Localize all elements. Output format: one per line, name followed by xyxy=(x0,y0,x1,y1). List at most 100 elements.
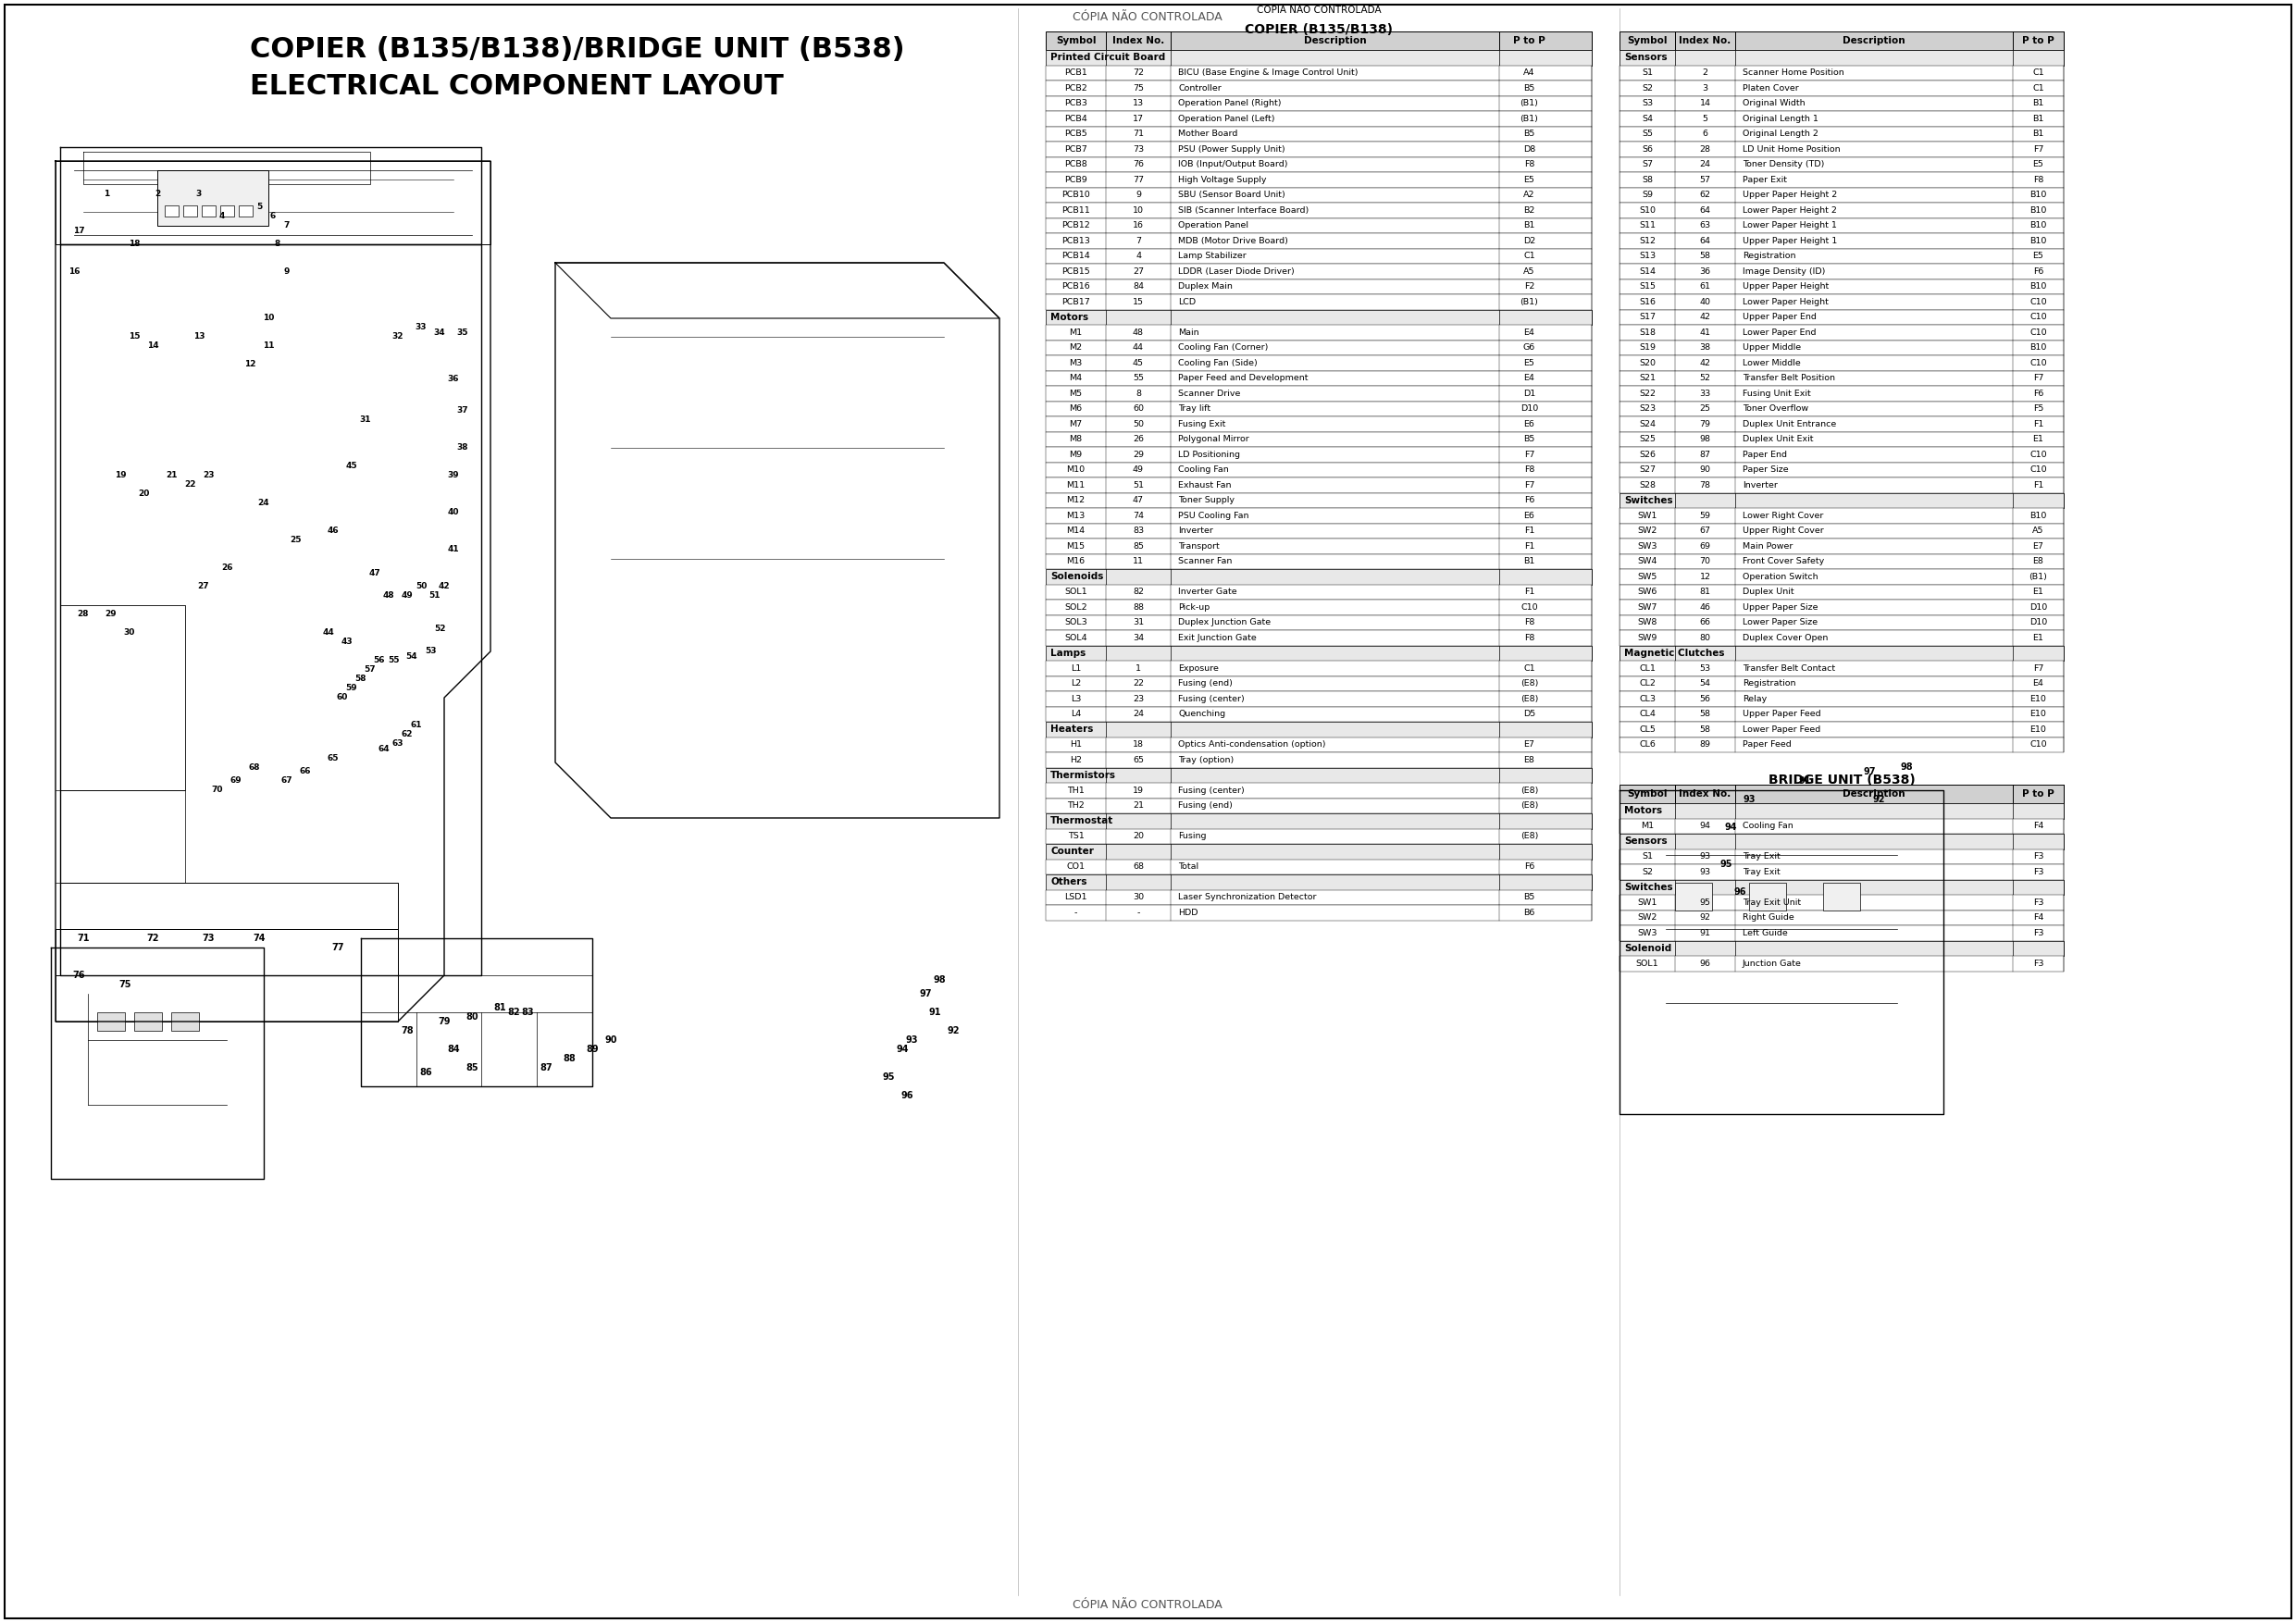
Bar xyxy=(1045,370,1591,386)
Text: 94: 94 xyxy=(1699,821,1711,831)
Text: 82: 82 xyxy=(507,1008,519,1018)
Text: F7: F7 xyxy=(2032,664,2043,672)
Text: 94: 94 xyxy=(1724,823,1736,833)
Bar xyxy=(1619,630,2064,646)
Text: SW4: SW4 xyxy=(1637,557,1658,565)
Text: 44: 44 xyxy=(324,628,335,638)
Text: Symbol: Symbol xyxy=(1056,36,1095,45)
Text: 1: 1 xyxy=(1137,664,1141,672)
Text: 18: 18 xyxy=(1132,740,1143,748)
Bar xyxy=(1045,157,1591,172)
Text: S21: S21 xyxy=(1639,373,1655,383)
Text: B5: B5 xyxy=(1525,435,1536,443)
Text: F6: F6 xyxy=(2032,268,2043,276)
Bar xyxy=(1619,401,2064,417)
Text: B1: B1 xyxy=(1525,557,1536,565)
Text: F5: F5 xyxy=(2032,404,2043,412)
Bar xyxy=(1619,279,2064,294)
Text: F6: F6 xyxy=(2032,390,2043,398)
Bar xyxy=(1045,65,1591,81)
Text: S5: S5 xyxy=(1642,130,1653,138)
Text: 5: 5 xyxy=(1701,115,1708,123)
Text: Motors: Motors xyxy=(1049,313,1088,321)
Text: Index No.: Index No. xyxy=(1678,36,1731,45)
Text: F7: F7 xyxy=(2032,373,2043,383)
Text: Fusing (center): Fusing (center) xyxy=(1178,786,1244,795)
Bar xyxy=(1045,217,1591,234)
Text: 8: 8 xyxy=(1137,390,1141,398)
Text: SW7: SW7 xyxy=(1637,604,1658,612)
Text: B10: B10 xyxy=(2030,206,2046,214)
Text: F8: F8 xyxy=(1525,466,1534,474)
Bar xyxy=(1045,782,1591,799)
Text: Pick-up: Pick-up xyxy=(1178,604,1210,612)
Text: 59: 59 xyxy=(1699,511,1711,519)
Text: F3: F3 xyxy=(2032,928,2043,936)
Text: SOL3: SOL3 xyxy=(1065,618,1088,626)
Bar xyxy=(1045,31,1591,50)
Text: Paper End: Paper End xyxy=(1743,451,1786,459)
Text: Others: Others xyxy=(1049,878,1086,886)
Text: 57: 57 xyxy=(1699,175,1711,183)
Text: High Voltage Supply: High Voltage Supply xyxy=(1178,175,1267,183)
Text: 77: 77 xyxy=(1132,175,1143,183)
Text: M10: M10 xyxy=(1068,466,1086,474)
Bar xyxy=(184,206,197,216)
Text: M6: M6 xyxy=(1070,404,1081,412)
Bar xyxy=(1045,477,1591,493)
Bar xyxy=(1619,310,2064,325)
Text: 58: 58 xyxy=(1699,725,1711,734)
Text: SW8: SW8 xyxy=(1637,618,1658,626)
Text: 48: 48 xyxy=(1132,328,1143,336)
Text: 42: 42 xyxy=(1699,313,1711,321)
Text: B10: B10 xyxy=(2030,221,2046,230)
Text: Switches: Switches xyxy=(1623,883,1674,891)
Text: 14: 14 xyxy=(1699,99,1711,107)
Text: Tray (option): Tray (option) xyxy=(1178,756,1233,764)
Bar xyxy=(55,975,397,1021)
Bar xyxy=(1619,737,2064,753)
Text: 57: 57 xyxy=(365,665,377,674)
Text: S9: S9 xyxy=(1642,192,1653,200)
Bar xyxy=(1750,883,1786,911)
Text: 58: 58 xyxy=(356,675,367,683)
Bar xyxy=(1045,906,1591,920)
Text: Tray Exit: Tray Exit xyxy=(1743,852,1779,860)
Text: E5: E5 xyxy=(2032,252,2043,260)
Text: 82: 82 xyxy=(1132,588,1143,596)
Text: S14: S14 xyxy=(1639,268,1655,276)
Text: A5: A5 xyxy=(2032,527,2043,536)
Text: 69: 69 xyxy=(230,777,241,786)
Bar xyxy=(1045,417,1591,432)
Text: Exposure: Exposure xyxy=(1178,664,1219,672)
Text: Inverter: Inverter xyxy=(1178,527,1212,536)
Text: 89: 89 xyxy=(585,1045,599,1053)
Text: 80: 80 xyxy=(1699,633,1711,643)
Text: (E8): (E8) xyxy=(1520,802,1538,810)
Text: Duplex Cover Open: Duplex Cover Open xyxy=(1743,633,1828,643)
Text: 56: 56 xyxy=(1699,695,1711,703)
Text: 12: 12 xyxy=(243,360,255,368)
Text: PCB3: PCB3 xyxy=(1065,99,1088,107)
Text: PCB8: PCB8 xyxy=(1065,161,1088,169)
Text: BICU (Base Engine & Image Control Unit): BICU (Base Engine & Image Control Unit) xyxy=(1178,68,1357,76)
Bar xyxy=(202,206,216,216)
Text: Symbol: Symbol xyxy=(1628,36,1667,45)
Text: 35: 35 xyxy=(457,328,468,336)
Bar xyxy=(1619,477,2064,493)
Text: F6: F6 xyxy=(1525,862,1534,872)
Bar xyxy=(1045,691,1591,706)
Text: Symbol: Symbol xyxy=(1628,789,1667,799)
Text: Main Power: Main Power xyxy=(1743,542,1793,550)
Text: F4: F4 xyxy=(2032,914,2043,922)
Text: 74: 74 xyxy=(253,933,266,943)
Bar xyxy=(1045,675,1591,691)
Text: M1: M1 xyxy=(1642,821,1653,831)
Text: PSU Cooling Fan: PSU Cooling Fan xyxy=(1178,511,1249,519)
Text: S18: S18 xyxy=(1639,328,1655,336)
Bar xyxy=(1045,310,1591,325)
Text: CL1: CL1 xyxy=(1639,664,1655,672)
Text: E8: E8 xyxy=(1525,756,1534,764)
Text: 61: 61 xyxy=(411,721,422,730)
Bar xyxy=(1045,172,1591,187)
